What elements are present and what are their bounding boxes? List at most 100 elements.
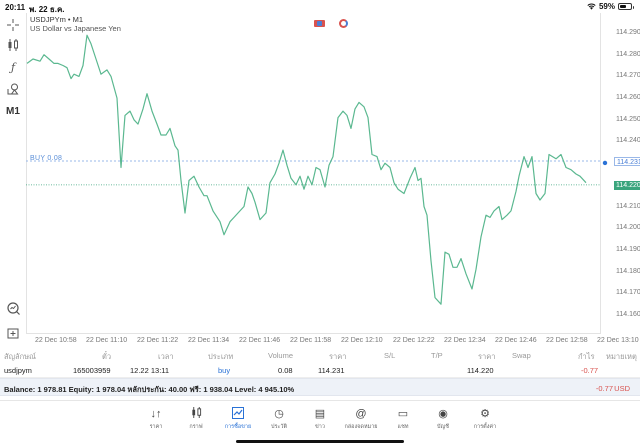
- chart-frame: [26, 13, 601, 334]
- x-tick-label: 22 Dec 11:22: [137, 337, 179, 344]
- summary-profit: -0.77: [595, 384, 613, 393]
- add-chart-icon[interactable]: [4, 324, 22, 342]
- quotes-icon: ↓↑: [150, 408, 162, 420]
- positions-table: สัญลักษณ์ ตั๋ว เวลา ประเภท Volume ราคา S…: [0, 348, 640, 378]
- chart-toolbar: ƒ M1: [0, 14, 26, 344]
- col-sl: S/L: [384, 351, 396, 360]
- chart-area[interactable]: USDJPYm • M1 US Dollar vs Japanese Yen 1…: [26, 13, 640, 334]
- mailbox-icon: @: [355, 408, 367, 420]
- y-tick-label: 114.290: [616, 29, 640, 36]
- x-axis: 22 Dec 10:58 22 Dec 11:10 22 Dec 11:22 22 D…: [26, 337, 640, 347]
- chart-title: USDJPYm • M1 US Dollar vs Japanese Yen: [30, 15, 121, 33]
- tab-mailbox[interactable]: @ กล่องจดหมาย: [341, 407, 381, 431]
- x-tick-label: 22 Dec 12:58: [546, 337, 588, 344]
- y-tick-label: 114.200: [616, 224, 640, 232]
- x-tick-label: 22 Dec 10:58: [35, 337, 77, 344]
- trade-icon: [218, 407, 258, 421]
- col-swap: Swap: [512, 351, 531, 360]
- candles-icon[interactable]: [4, 36, 22, 54]
- home-indicator[interactable]: [236, 440, 404, 443]
- cell-volume: 0.08: [278, 366, 293, 375]
- timeframe-button[interactable]: M1: [6, 105, 20, 117]
- y-tick-label: 114.280: [616, 50, 640, 58]
- y-tick-label: 114.190: [616, 245, 640, 253]
- status-date: พ. 22 ธ.ค.: [29, 5, 65, 14]
- chart-icon: [176, 407, 216, 421]
- cell-type: buy: [218, 366, 231, 375]
- cell-profit: -0.77: [581, 366, 599, 375]
- x-tick-label: 22 Dec 11:58: [290, 337, 332, 344]
- y-tick-label: 114.270: [616, 72, 640, 80]
- tab-chat[interactable]: ▭ แชท: [383, 407, 423, 431]
- chart-search-icon[interactable]: [4, 299, 22, 317]
- crosshair-icon[interactable]: [4, 16, 22, 34]
- col-ticket: ตั๋ว: [102, 352, 112, 361]
- account-summary: Balance: 1 978.81 Equity: 1 978.04 หลักป…: [0, 378, 640, 396]
- chart-top-icons: [314, 19, 348, 28]
- table-header: สัญลักษณ์ ตั๋ว เวลา ประเภท Volume ราคา S…: [0, 348, 640, 363]
- tab-account[interactable]: ◉ บัญชี: [423, 407, 463, 431]
- y-tick-label: 114.240: [616, 137, 640, 145]
- cell-symbol: usdjpym: [4, 366, 32, 375]
- account-icon: ◉: [438, 408, 448, 420]
- buy-price-tag: 114.231: [614, 157, 640, 166]
- x-tick-label: 22 Dec 11:46: [239, 337, 281, 344]
- tab-chart[interactable]: กราฟ: [176, 407, 216, 431]
- status-right: 59%: [587, 2, 634, 11]
- summary-currency: USD: [614, 384, 630, 393]
- one-click-trading-icon[interactable]: [314, 20, 325, 27]
- col-price: ราคา: [478, 352, 496, 361]
- x-tick-label: 22 Dec 11:10: [86, 337, 128, 344]
- col-comment: หมายเหตุ: [606, 352, 637, 361]
- y-tick-label: 114.260: [616, 94, 640, 102]
- symbol-label: USDJPYm • M1: [30, 15, 84, 24]
- tab-news[interactable]: ▤ ข่าว: [300, 407, 340, 431]
- summary-text: Balance: 1 978.81 Equity: 1 978.04 หลักป…: [4, 385, 295, 394]
- y-tick-label: 114.160: [616, 311, 640, 318]
- x-tick-label: 22 Dec 12:22: [393, 337, 435, 344]
- col-time: เวลา: [158, 352, 174, 361]
- cell-time: 12.22 13:11: [130, 366, 170, 375]
- table-row[interactable]: usdjpym 165003959 12.22 13:11 buy 0.08 1…: [0, 363, 640, 378]
- y-tick-label: 114.170: [616, 289, 640, 297]
- buy-marker-icon[interactable]: [602, 160, 608, 166]
- price-line: [26, 34, 587, 305]
- battery-percent: 59%: [598, 2, 615, 11]
- tab-quotes[interactable]: ↓↑ ราคา: [136, 407, 176, 431]
- chat-icon: ▭: [397, 408, 409, 420]
- history-icon: ◷: [274, 408, 284, 420]
- indicators-icon[interactable]: ƒ: [10, 60, 16, 74]
- col-profit: กำไร: [578, 352, 595, 361]
- col-symbol: สัญลักษณ์: [4, 352, 37, 361]
- tab-history[interactable]: ◷ ประวัติ: [259, 407, 299, 431]
- tab-trade[interactable]: การซื้อขาย: [218, 407, 258, 431]
- wifi-icon: [587, 3, 596, 10]
- buy-line-label[interactable]: BUY 0.08: [30, 155, 63, 162]
- cell-price: 114.220: [467, 366, 494, 375]
- col-volume: Volume: [268, 351, 294, 360]
- tab-settings[interactable]: ⚙ การตั้งค่า: [465, 407, 505, 431]
- y-tick-label: 114.250: [616, 115, 640, 123]
- status-bar: 20:11 พ. 22 ธ.ค. 59%: [0, 0, 640, 14]
- bottom-tab-bar: ↓↑ ราคา กราฟ การซื้อขาย ◷ ประวัติ ▤ ข่าว…: [0, 400, 640, 447]
- x-tick-label: 22 Dec 13:10: [597, 337, 639, 344]
- y-tick-label: 114.210: [616, 202, 640, 210]
- bid-price-tag: 114.220: [614, 181, 640, 190]
- col-type: ประเภท: [208, 352, 234, 361]
- status-time: 20:11: [5, 3, 26, 12]
- market-status-icon[interactable]: [339, 19, 348, 28]
- col-open-price: ราคา: [329, 352, 347, 361]
- cell-ticket: 165003959: [73, 366, 111, 375]
- objects-icon[interactable]: [4, 80, 22, 98]
- x-tick-label: 22 Dec 12:10: [341, 337, 383, 344]
- symbol-description: US Dollar vs Japanese Yen: [30, 24, 121, 33]
- x-tick-label: 22 Dec 11:34: [188, 337, 230, 344]
- x-tick-label: 22 Dec 12:46: [495, 337, 537, 344]
- col-tp: T/P: [431, 351, 443, 360]
- news-icon: ▤: [314, 408, 326, 420]
- price-line-chart[interactable]: [26, 13, 640, 334]
- x-tick-label: 22 Dec 12:34: [444, 337, 486, 344]
- battery-icon: [618, 3, 634, 10]
- cell-open-price: 114.231: [318, 366, 345, 375]
- y-tick-label: 114.180: [616, 267, 640, 275]
